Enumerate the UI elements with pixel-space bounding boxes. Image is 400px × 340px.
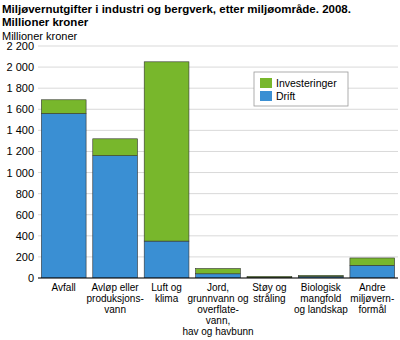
bar [41,113,86,278]
bar [247,276,292,277]
grid-line [38,46,398,47]
chart-svg: Miljøvernutgifter i industri og bergverk… [0,0,400,340]
tick-label: 2 200 [6,40,34,52]
tick-label: 0 [28,272,34,284]
tick-label: 1 000 [6,167,34,179]
category-label: Jord,grunnvann ogoverflate-vann,hav og h… [182,282,253,337]
grid-line [38,193,398,194]
category-label: Avløp ellerproduksjons-vann [87,282,144,315]
tick-label: 200 [16,251,34,263]
grid-line [38,214,398,215]
legend-label: Investeringer [276,77,337,89]
grid-line [38,172,398,173]
category-label: Støy ogstråling [252,282,286,304]
category-label: Andremiljøvern-formål [350,282,394,315]
bar [93,139,138,156]
grid-line [38,151,398,152]
bar [41,100,86,114]
category-label: Biologiskmangfoldog landskap [294,282,348,315]
title: Miljøvernutgifter i industri og bergverk… [2,3,351,28]
grid-line [38,256,398,257]
bar [196,274,241,278]
tick-label: 2 000 [6,61,34,73]
tick-label: 1 200 [6,145,34,157]
category-label: Avfall [52,282,76,293]
grid-line [38,67,398,68]
bar [144,62,189,241]
bars [41,62,394,278]
grid-line [38,130,398,131]
bar [93,156,138,278]
legend-box [254,72,348,106]
grid-line [38,235,398,236]
tick-label: 1 800 [6,82,34,94]
category-label: Luft ogklima [151,282,182,304]
tick-label: 1 400 [6,124,34,136]
tick-label: 800 [16,188,34,200]
bar [350,258,395,265]
legend-label: Drift [276,90,295,102]
bar [298,275,343,276]
bar [350,265,395,278]
legend-swatch [260,78,272,88]
legend-swatch [260,91,272,101]
bar [144,241,189,278]
tick-label: 400 [16,230,34,242]
x-axis [38,278,398,279]
tick-label: 1 600 [6,103,34,115]
chart-container: Miljøvernutgifter i industri og bergverk… [0,0,400,340]
grid-line [38,109,398,110]
tick-label: 600 [16,209,34,221]
grid-line [38,278,398,279]
bar [196,269,241,274]
